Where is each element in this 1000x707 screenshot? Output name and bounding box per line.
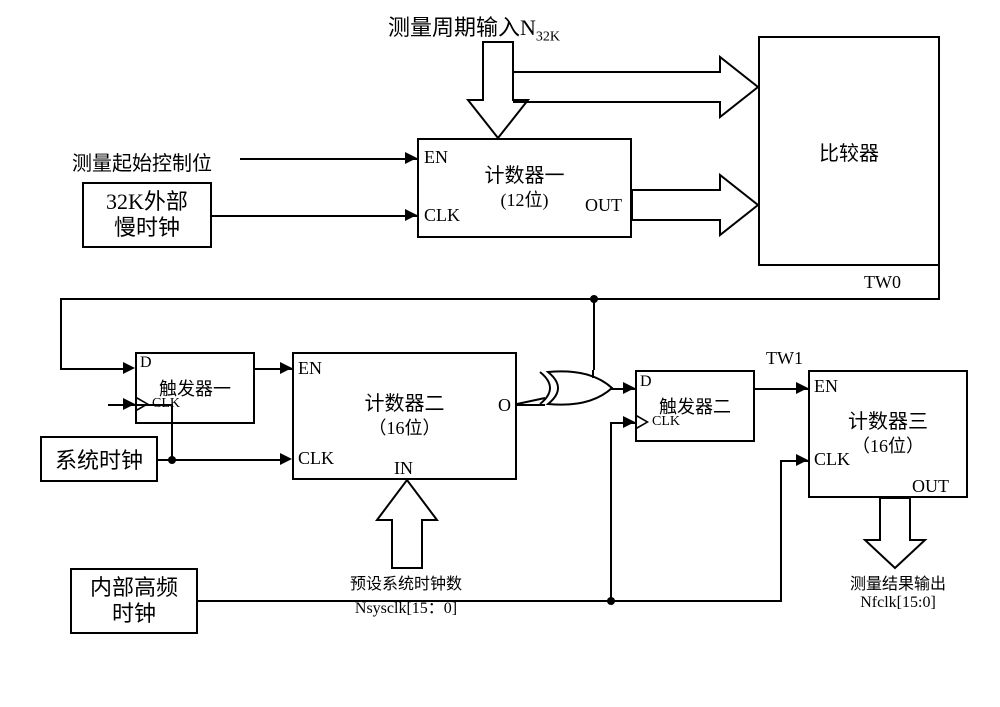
counter1-en-pin: EN xyxy=(424,147,448,168)
arrow-ff2-d xyxy=(623,382,635,394)
counter3-en-pin: EN xyxy=(814,376,838,397)
line-hfclk-v1 xyxy=(610,422,612,602)
counter2-clk-pin: CLK xyxy=(298,448,334,469)
tw0-label: TW0 xyxy=(864,272,901,293)
top-input-sub: 32K xyxy=(536,29,560,44)
arrow-counter3-clk xyxy=(796,454,808,466)
ff1-box: 触发器一 xyxy=(135,352,255,424)
arrow-to-comparator-bottom xyxy=(632,175,758,235)
ff2-clk-pin: CLK xyxy=(652,414,680,430)
hf-clock-box: 内部高频 时钟 xyxy=(70,568,198,634)
counter1-clk-pin: CLK xyxy=(424,205,460,226)
counter2-line1: 计数器二 xyxy=(365,391,445,417)
xor-gate xyxy=(517,370,612,405)
arrow-slowclk xyxy=(405,209,417,221)
arrow-counter2-en xyxy=(280,362,292,374)
top-input-label: 测量周期输入N32K xyxy=(388,10,560,45)
preset-label: 预设系统时钟数 Nsysclk[15：0] xyxy=(350,570,462,618)
line-tw0-to-ff1 xyxy=(60,298,62,368)
line-sysclk-main xyxy=(158,459,280,461)
preset-line2: Nsysclk[15：0] xyxy=(350,594,462,618)
arrow-result-out xyxy=(865,498,925,568)
sysclk-text: 系统时钟 xyxy=(55,443,143,475)
sys-clock-box: 系统时钟 xyxy=(40,436,158,482)
tw1-label: TW1 xyxy=(766,348,803,369)
line-slowclk xyxy=(212,215,417,217)
counter1-line2: (12位) xyxy=(485,189,565,212)
top-input-text: 测量周期输入N xyxy=(388,15,536,40)
counter3-out-pin: OUT xyxy=(912,476,949,497)
ff1-d-pin: D xyxy=(140,354,152,372)
hfclk-line1: 内部高频 xyxy=(90,575,178,601)
ff2-clk-tri xyxy=(637,415,649,429)
comparator-text: 比较器 xyxy=(819,137,879,166)
result-line1: 测量结果输出 xyxy=(850,570,946,594)
counter2-line2: （16位） xyxy=(365,417,445,440)
line-counter2-o xyxy=(517,404,545,406)
arrow-preset-in xyxy=(377,480,437,568)
counter1-line1: 计数器一 xyxy=(485,163,565,189)
arrow-ff1-clk xyxy=(123,398,135,410)
slowclk-line1: 32K外部 xyxy=(106,189,188,215)
line-tw0-h xyxy=(60,298,938,300)
counter2-in-pin: IN xyxy=(394,458,413,479)
counter2-o-pin: O xyxy=(498,395,511,416)
counter1-out-pin: OUT xyxy=(585,195,622,216)
preset-line1: 预设系统时钟数 xyxy=(350,570,462,594)
arrow-ff2-clk xyxy=(623,416,635,428)
counter3-line1: 计数器三 xyxy=(848,409,928,435)
result-line2: Nfclk[15:0] xyxy=(850,594,946,612)
line-hfclk-h2 xyxy=(610,600,780,602)
line-startctrl xyxy=(240,158,417,160)
ff2-d-pin: D xyxy=(640,373,652,391)
line-hfclk-v2 xyxy=(780,460,782,602)
line-tw0-to-ff2 xyxy=(593,298,595,370)
arrow-ff1-d xyxy=(123,362,135,374)
arrow-counter2-clk xyxy=(280,453,292,465)
line-sysclk-up xyxy=(171,404,173,460)
node-tw0-ff2 xyxy=(590,295,598,303)
arrow-to-comparator-top xyxy=(513,57,758,117)
slowclk-line2: 慢时钟 xyxy=(106,215,188,241)
counter3-clk-pin: CLK xyxy=(814,449,850,470)
start-control-label: 测量起始控制位 xyxy=(72,147,212,176)
arrow-counter3-en xyxy=(796,382,808,394)
line-tw0-v xyxy=(938,266,940,300)
ff2-box: 触发器二 xyxy=(635,370,755,442)
slow-clock-box: 32K外部 慢时钟 xyxy=(82,182,212,248)
counter3-line2: （16位） xyxy=(848,435,928,458)
line-tw0-to-ff1-h xyxy=(60,368,123,370)
line-sysclk-to-ff1clk xyxy=(108,404,171,406)
arrow-top-input xyxy=(468,42,528,138)
comparator-box: 比较器 xyxy=(758,36,940,266)
arrow-startctrl xyxy=(405,152,417,164)
hfclk-line2: 时钟 xyxy=(90,601,178,627)
result-label: 测量结果输出 Nfclk[15:0] xyxy=(850,570,946,612)
counter2-en-pin: EN xyxy=(298,358,322,379)
